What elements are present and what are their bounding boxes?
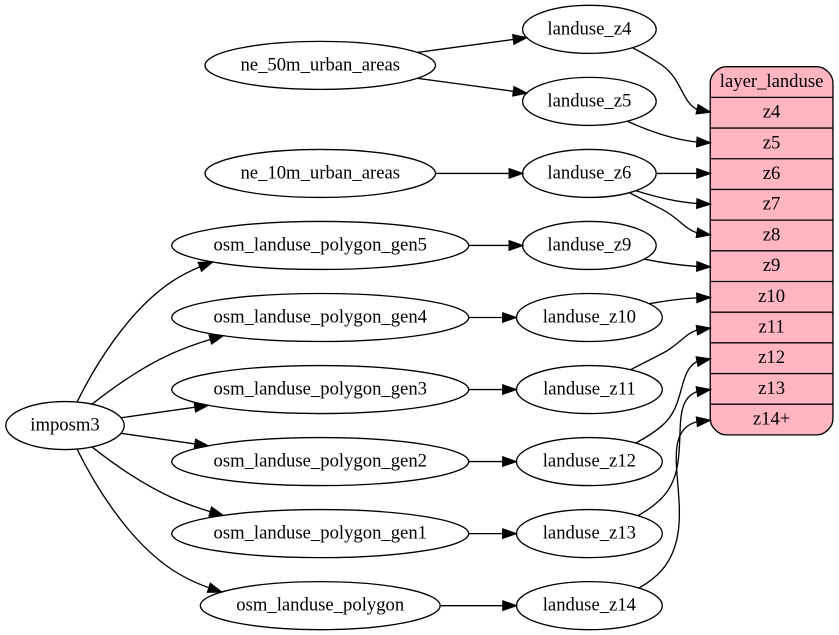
svg-text:landuse_z10: landuse_z10 — [543, 306, 636, 327]
svg-text:osm_landuse_polygon_gen2: osm_landuse_polygon_gen2 — [213, 451, 427, 472]
svg-text:osm_landuse_polygon_gen4: osm_landuse_polygon_gen4 — [213, 306, 427, 327]
svg-text:layer_landuse: layer_landuse — [720, 71, 824, 92]
svg-text:z11: z11 — [758, 316, 784, 337]
svg-text:z14+: z14+ — [753, 408, 790, 429]
svg-text:osm_landuse_polygon_gen3: osm_landuse_polygon_gen3 — [213, 378, 427, 399]
svg-text:z8: z8 — [763, 224, 781, 245]
svg-text:z6: z6 — [763, 163, 781, 184]
svg-text:z5: z5 — [763, 132, 781, 153]
svg-text:z9: z9 — [763, 255, 781, 276]
svg-text:landuse_z5: landuse_z5 — [547, 90, 631, 111]
svg-text:z4: z4 — [763, 102, 781, 123]
svg-text:imposm3: imposm3 — [30, 414, 99, 435]
svg-text:ne_10m_urban_areas: ne_10m_urban_areas — [240, 162, 400, 183]
svg-text:z13: z13 — [758, 378, 785, 399]
svg-text:landuse_z13: landuse_z13 — [543, 523, 636, 544]
svg-text:ne_50m_urban_areas: ne_50m_urban_areas — [240, 54, 400, 75]
svg-text:osm_landuse_polygon_gen5: osm_landuse_polygon_gen5 — [213, 234, 427, 255]
svg-text:z12: z12 — [758, 347, 785, 368]
svg-text:landuse_z11: landuse_z11 — [543, 378, 636, 399]
svg-text:landuse_z9: landuse_z9 — [547, 234, 631, 255]
svg-text:z7: z7 — [763, 194, 781, 215]
svg-text:osm_landuse_polygon_gen1: osm_landuse_polygon_gen1 — [213, 523, 427, 544]
svg-text:landuse_z6: landuse_z6 — [547, 162, 631, 183]
svg-text:z10: z10 — [758, 286, 785, 307]
svg-text:landuse_z14: landuse_z14 — [543, 595, 637, 616]
svg-text:osm_landuse_polygon: osm_landuse_polygon — [236, 595, 405, 616]
svg-text:landuse_z4: landuse_z4 — [547, 18, 632, 39]
svg-text:landuse_z12: landuse_z12 — [543, 451, 636, 472]
